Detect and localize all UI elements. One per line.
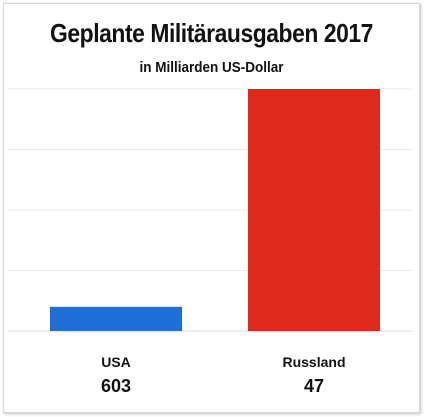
chart-subtitle: in Milliarden US-Dollar (139, 59, 284, 76)
value-label-russland: 47 (304, 376, 324, 396)
category-label-usa: USA (101, 354, 131, 370)
bar-usa (50, 306, 182, 331)
category-label-russland: Russland (282, 354, 345, 370)
value-label-usa: 603 (101, 376, 131, 396)
bar-russland (248, 89, 380, 331)
chart-title: Geplante Militärausgaben 2017 (50, 18, 373, 48)
